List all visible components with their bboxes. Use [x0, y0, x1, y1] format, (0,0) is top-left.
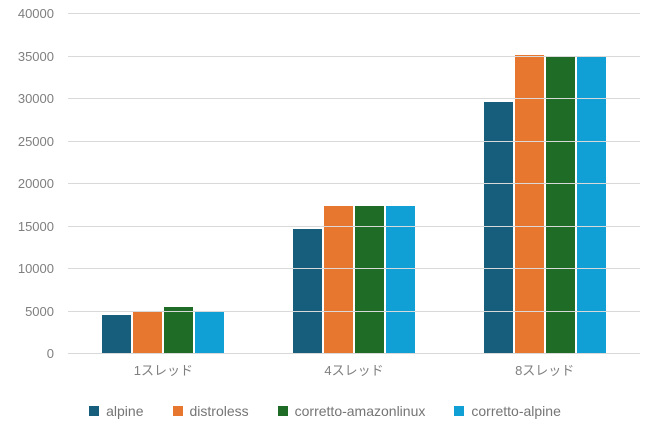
bar-alpine	[483, 101, 513, 354]
bar-corretto-alpine	[576, 57, 606, 354]
bar-distroless	[133, 310, 163, 354]
plot-area	[68, 13, 640, 354]
legend-swatch-icon	[172, 406, 183, 416]
gridline	[68, 55, 640, 57]
bar-corretto-amazonlinux	[545, 56, 575, 354]
legend-label: distroless	[189, 403, 249, 419]
bar-alpine	[293, 229, 322, 354]
x-axis-category-label: 4スレッド	[324, 363, 384, 378]
gridline	[68, 268, 640, 269]
y-axis-tick-label: 15000	[17, 218, 54, 234]
legend-swatch-icon	[277, 406, 288, 416]
bar-distroless	[514, 54, 544, 354]
gridline	[68, 98, 640, 99]
bar-corretto-amazonlinux	[355, 206, 384, 354]
bar-corretto-amazonlinux	[164, 307, 194, 354]
y-axis-tick-label: 25000	[17, 133, 54, 149]
bar-alpine	[102, 314, 132, 354]
y-axis-tick-label: 5000	[25, 303, 54, 319]
bar-group-1	[68, 14, 259, 354]
gridline	[68, 140, 640, 142]
y-axis-tick-label: 35000	[17, 48, 54, 64]
legend: alpine distroless corretto-amazonlinux corr…	[0, 403, 650, 419]
y-axis-tick-label: 0	[46, 346, 54, 361]
legend-label: alpine	[106, 403, 144, 419]
gridline	[68, 13, 640, 14]
bar-corretto-alpine	[195, 310, 225, 354]
legend-item-distroless: distroless	[172, 403, 249, 419]
x-axis-labels: 1スレッド 4スレッド 8スレッド	[68, 360, 640, 379]
x-axis-category-label: 8スレッド	[515, 363, 575, 378]
x-axis-category-label: 1スレッド	[133, 363, 193, 378]
y-axis-tick-label: 30000	[17, 91, 54, 106]
legend-item-corretto-amazonlinux: corretto-amazonlinux	[277, 403, 426, 419]
bar-group-2	[259, 14, 450, 354]
legend-item-corretto-alpine: corretto-alpine	[454, 403, 561, 419]
y-axis-tick-label: 40000	[17, 6, 54, 21]
gridline	[68, 353, 640, 354]
y-axis-tick-label: 10000	[17, 261, 54, 276]
bar-groups	[68, 14, 640, 354]
bar-corretto-alpine	[386, 206, 415, 354]
gridline	[68, 225, 640, 227]
gridline	[68, 310, 640, 312]
gridline	[68, 183, 640, 184]
legend-swatch-icon	[89, 406, 100, 416]
legend-item-alpine: alpine	[89, 403, 144, 419]
legend-label: corretto-alpine	[471, 403, 561, 419]
bar-group-3	[449, 14, 640, 354]
y-axis-tick-label: 20000	[17, 176, 54, 191]
bar-distroless	[324, 206, 353, 354]
legend-swatch-icon	[454, 406, 465, 416]
legend-label: corretto-amazonlinux	[294, 403, 426, 419]
